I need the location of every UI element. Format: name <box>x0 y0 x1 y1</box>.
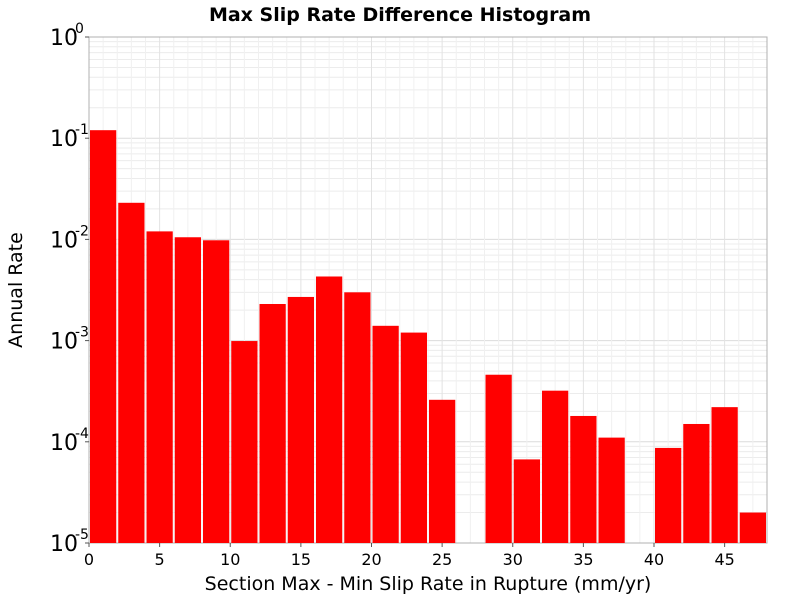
x-tick-label: 15 <box>291 550 311 569</box>
histogram-bar <box>146 231 173 544</box>
histogram-bar <box>203 240 230 544</box>
y-tick-exponent: 0 <box>75 21 84 37</box>
x-tick-label: 0 <box>84 550 94 569</box>
histogram-bar <box>344 292 371 543</box>
y-tick-exponent: -3 <box>75 325 89 341</box>
x-tick-label: 30 <box>503 550 523 569</box>
y-tick-exponent: -1 <box>75 122 89 138</box>
histogram-bar <box>683 423 710 543</box>
x-tick-label: 5 <box>155 550 165 569</box>
y-tick-exponent: -2 <box>75 223 89 239</box>
histogram-bar <box>90 130 117 543</box>
histogram-bar <box>174 237 201 543</box>
histogram-bar <box>598 437 625 543</box>
y-tick-label: 10 <box>50 330 78 355</box>
histogram-bar <box>259 303 286 543</box>
x-axis-ticks: 0 5 10 15 20 25 30 35 40 45 <box>84 543 735 569</box>
histogram-bar <box>485 374 512 543</box>
histogram-bar <box>513 459 540 543</box>
bars-layer <box>90 130 766 544</box>
histogram-bar <box>570 415 597 543</box>
y-tick-label: 10 <box>50 26 78 51</box>
grid-layer <box>88 37 768 544</box>
y-axis-label: Annual Rate <box>5 232 27 348</box>
histogram-bar <box>655 447 682 543</box>
x-tick-label: 40 <box>644 550 664 569</box>
x-tick-label: 25 <box>432 550 452 569</box>
histogram-bar <box>711 407 738 543</box>
y-tick-label: 10 <box>50 431 78 456</box>
y-tick-label: 10 <box>50 228 78 253</box>
histogram-bar <box>429 399 456 543</box>
x-tick-label: 45 <box>714 550 734 569</box>
x-tick-label: 20 <box>361 550 381 569</box>
y-tick-label: 10 <box>50 127 78 152</box>
histogram-bar <box>739 512 766 543</box>
x-tick-label: 10 <box>220 550 240 569</box>
histogram-bar <box>542 390 569 543</box>
histogram-bar <box>118 202 145 543</box>
y-tick-label: 10 <box>50 532 78 557</box>
y-tick-exponent: -4 <box>75 426 89 442</box>
histogram-bar <box>372 325 399 543</box>
histogram-bar <box>231 341 258 543</box>
x-tick-label: 35 <box>573 550 593 569</box>
x-axis-label: Section Max - Min Slip Rate in Rupture (… <box>205 573 652 595</box>
histogram-bar <box>287 296 314 543</box>
plot-frame <box>88 36 768 544</box>
histogram-bar <box>400 332 427 543</box>
chart-title: Max Slip Rate Difference Histogram <box>209 4 591 26</box>
y-tick-exponent: -5 <box>75 527 89 543</box>
histogram-bar <box>316 276 343 543</box>
